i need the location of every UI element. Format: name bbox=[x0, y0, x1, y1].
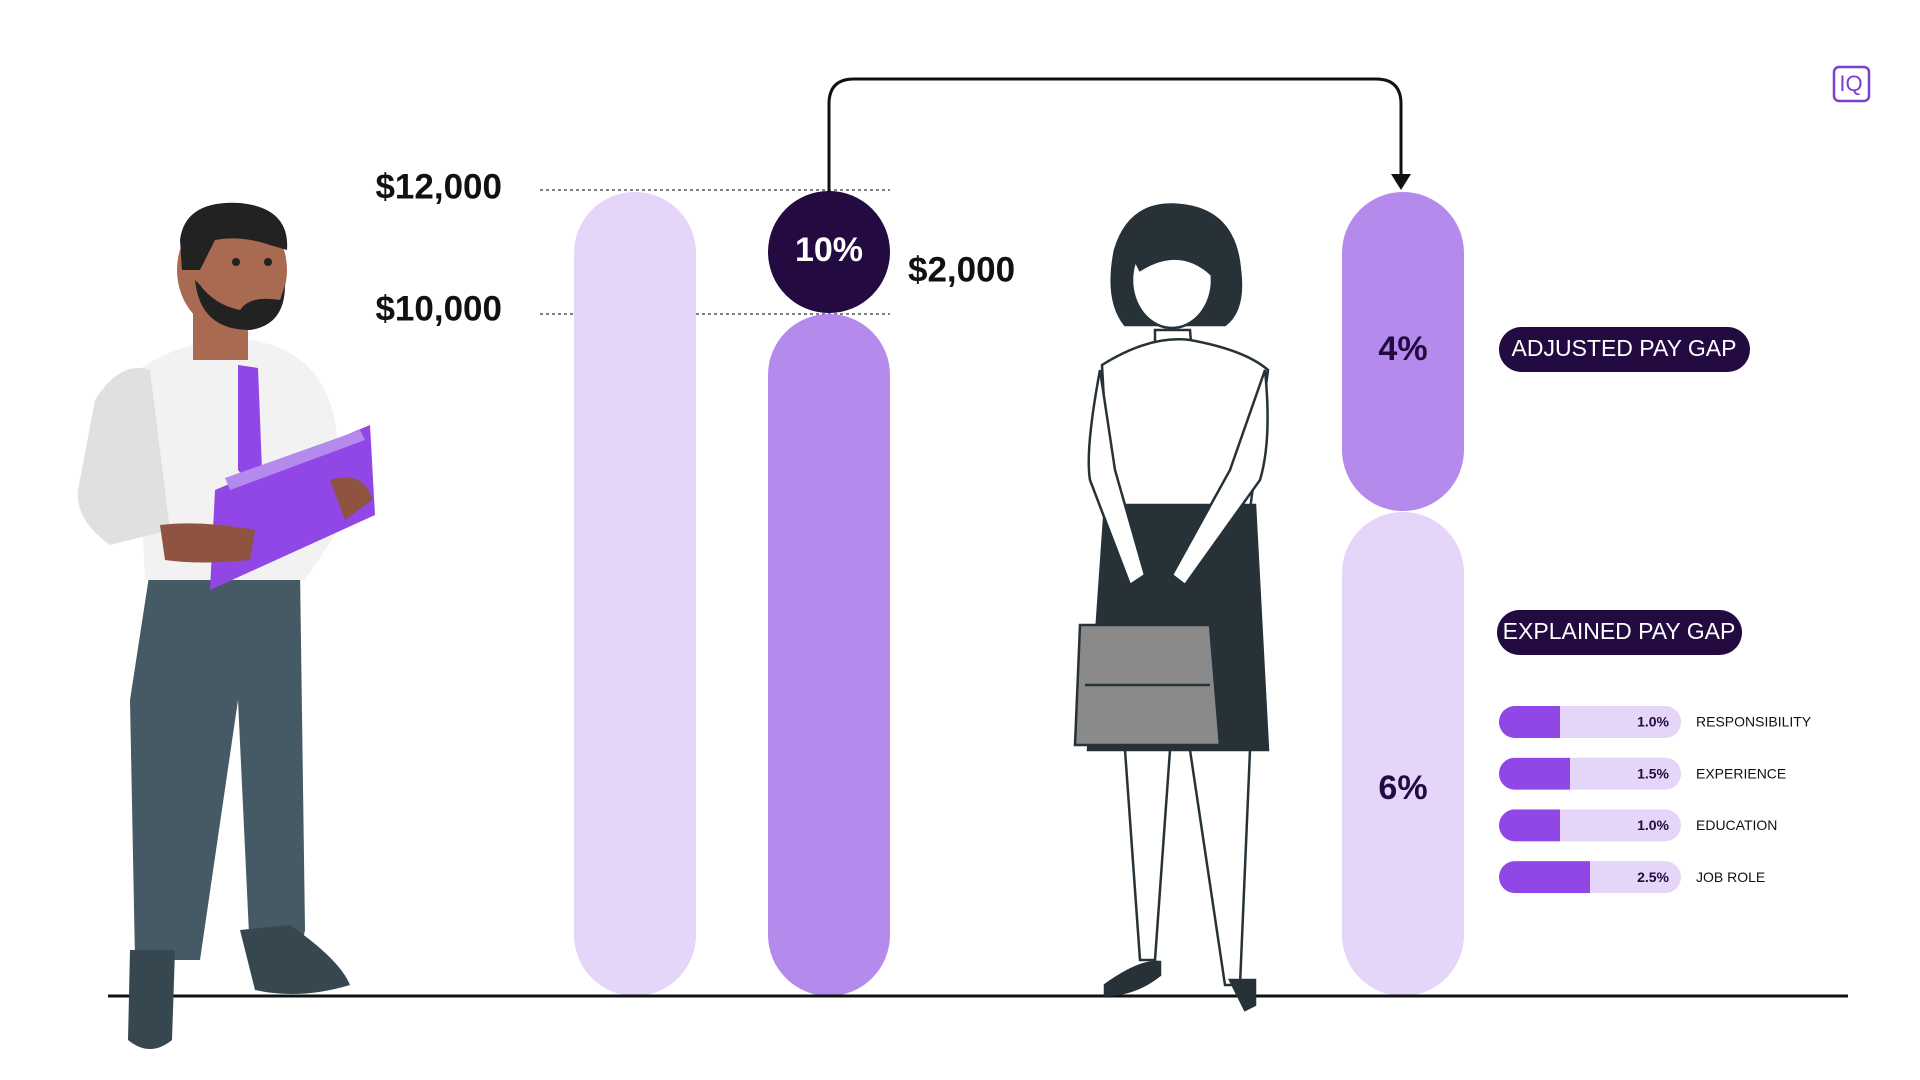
explained-label: EXPLAINED PAY GAP bbox=[1503, 618, 1736, 644]
explained-percent: 6% bbox=[1378, 769, 1427, 807]
explained-pill bbox=[1497, 610, 1742, 655]
salary-top: $12,000 bbox=[375, 167, 502, 206]
factor-value: 1.5% bbox=[1637, 765, 1669, 781]
salary-bottom: $10,000 bbox=[375, 289, 502, 328]
gap-circle bbox=[768, 191, 890, 313]
arrow-head bbox=[1391, 174, 1411, 190]
man-illustration bbox=[77, 202, 375, 1049]
female-salary-bar bbox=[768, 314, 890, 996]
male-salary-bar bbox=[574, 192, 696, 996]
factor-bar bbox=[1499, 757, 1570, 790]
logo: IQ bbox=[1832, 65, 1871, 103]
gap-percent: 10% bbox=[795, 231, 863, 269]
factor-bar bbox=[1499, 809, 1560, 842]
logo-frame bbox=[1832, 65, 1871, 103]
factor-value: 1.0% bbox=[1637, 817, 1669, 833]
factor-bar bbox=[1499, 706, 1560, 738]
logo-text: IQ bbox=[1839, 71, 1862, 96]
factor-list: 1.0% RESPONSIBILITY 1.5% EXPERIENCE 1.0% EDUC… bbox=[1499, 706, 1812, 894]
factor-name: EDUCATION bbox=[1696, 817, 1777, 833]
connector-arrow bbox=[827, 77, 1403, 192]
factor-bar bbox=[1499, 861, 1590, 894]
adjusted-percent: 4% bbox=[1378, 330, 1427, 368]
explained-gap-bar bbox=[1342, 512, 1464, 996]
factor-name: JOB ROLE bbox=[1696, 869, 1765, 885]
factor-value: 2.5% bbox=[1637, 869, 1669, 885]
factor-name: RESPONSIBILITY bbox=[1696, 714, 1812, 730]
adjusted-gap-bar bbox=[1342, 192, 1464, 511]
adjusted-label: ADJUSTED PAY GAP bbox=[1512, 335, 1737, 361]
factor-value: 1.0% bbox=[1637, 714, 1669, 730]
factor-name: EXPERIENCE bbox=[1696, 765, 1786, 781]
adjusted-pill bbox=[1499, 327, 1750, 372]
woman-illustration bbox=[1073, 203, 1270, 1012]
gap-amount: $2,000 bbox=[908, 250, 1015, 289]
